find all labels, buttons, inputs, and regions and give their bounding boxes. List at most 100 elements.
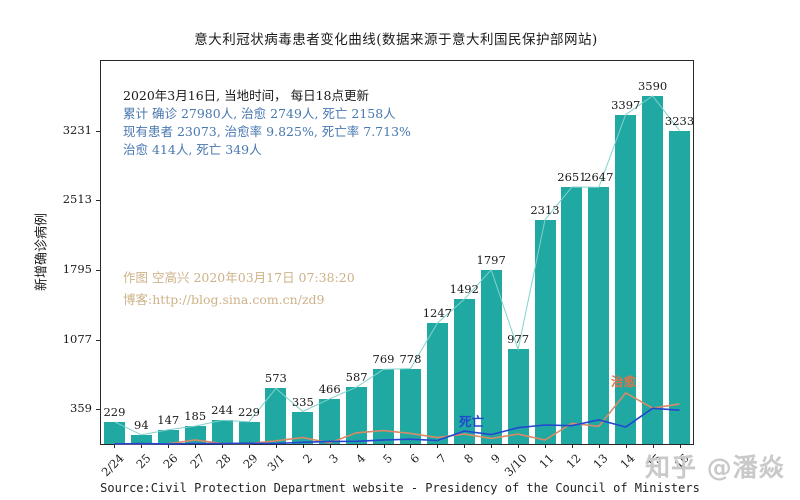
y-tick-mark xyxy=(96,200,101,202)
x-tick-label: 6 xyxy=(407,451,423,467)
bar xyxy=(561,186,583,444)
x-tick-label: 28 xyxy=(213,451,234,472)
bar xyxy=(319,398,341,444)
bar-value-label: 185 xyxy=(184,409,207,424)
author-annotation: 作图 空高兴 2020年03月17日 07:38:20 博客:http://bl… xyxy=(123,267,355,311)
bar xyxy=(292,411,314,444)
x-tick-label: 2/24 xyxy=(98,451,127,480)
bar-value-label: 1247 xyxy=(422,306,452,321)
x-tick-label: 3/1 xyxy=(264,451,288,474)
bar-value-label: 2647 xyxy=(584,170,614,185)
bar xyxy=(157,429,179,444)
y-tick-label: 2513 xyxy=(62,192,92,207)
update-time-line: 2020年3月16日, 当地时间， 每日18点更新 xyxy=(123,88,369,103)
bar xyxy=(130,434,152,444)
x-tick-label: 27 xyxy=(186,451,208,472)
x-tick-mark xyxy=(571,444,573,448)
x-tick-mark xyxy=(383,444,385,448)
bar xyxy=(480,269,502,444)
bar-value-label: 94 xyxy=(134,417,149,432)
x-tick-mark xyxy=(329,444,331,448)
bar-value-label: 466 xyxy=(318,381,341,396)
x-tick-label: 11 xyxy=(536,451,557,472)
blog-line: 博客:http://blog.sina.com.cn/zd9 xyxy=(123,292,325,307)
bar xyxy=(399,368,421,444)
y-axis-label: 新增确诊病例 xyxy=(34,212,50,292)
series-line-治愈 xyxy=(114,391,680,445)
bar xyxy=(373,369,395,444)
bar-value-label: 573 xyxy=(264,371,287,386)
daily-stats-line: 治愈 414人, 死亡 349人 xyxy=(123,142,262,157)
recovered-series-label: 治愈 xyxy=(611,374,637,389)
bar-value-label: 3590 xyxy=(637,78,668,93)
x-tick-mark xyxy=(625,444,627,448)
bar-value-label: 769 xyxy=(372,352,395,367)
chart-title: 意大利冠状病毒患者变化曲线(数据来源于意大利国民保护部网站) xyxy=(194,32,598,48)
x-tick-mark xyxy=(652,444,654,448)
bar xyxy=(184,426,206,444)
source-caption: Source:Civil Protection Department websi… xyxy=(100,481,700,495)
bar xyxy=(211,420,233,444)
y-tick-label: 1077 xyxy=(62,331,92,346)
bar-value-label: 1797 xyxy=(476,252,506,267)
x-tick-label: 26 xyxy=(159,451,181,472)
stats-annotation: 2020年3月16日, 当地时间， 每日18点更新 累计 确诊 27980人, … xyxy=(123,87,411,159)
bar-value-label: 2313 xyxy=(530,202,560,217)
x-tick-mark xyxy=(275,444,277,448)
x-tick-mark xyxy=(168,444,170,448)
x-tick-mark xyxy=(679,444,681,448)
x-tick-mark xyxy=(195,444,197,448)
x-tick-label: 14 xyxy=(617,451,638,472)
y-tick-mark xyxy=(96,269,101,271)
y-tick-label: 359 xyxy=(70,401,92,416)
x-tick-mark xyxy=(545,444,546,448)
x-tick-label: 12 xyxy=(563,451,584,472)
bar xyxy=(426,323,448,444)
x-tick-label: 3/10 xyxy=(501,451,530,480)
x-tick-mark xyxy=(302,444,304,448)
x-tick-label: 9 xyxy=(488,451,504,467)
x-tick-mark xyxy=(249,444,250,448)
x-tick-mark xyxy=(114,444,116,448)
bar xyxy=(534,219,556,444)
bar-value-label: 3397 xyxy=(611,97,641,112)
x-tick-mark xyxy=(410,444,412,448)
bar-value-label: 977 xyxy=(507,332,530,347)
x-tick-label: 5 xyxy=(380,451,396,467)
x-tick-mark xyxy=(222,444,224,448)
bar xyxy=(453,299,475,444)
bar-value-label: 2651 xyxy=(557,169,587,184)
cumulative-stats-line: 累计 确诊 27980人, 治愈 2749人, 死亡 2158人 xyxy=(123,106,396,121)
x-tick-mark xyxy=(437,444,439,448)
bar-value-label: 3233 xyxy=(664,113,695,128)
current-stats-line: 现有患者 23073, 治愈率 9.825%, 死亡率 7.713% xyxy=(123,124,411,139)
bar xyxy=(238,421,260,444)
x-tick-label: 4 xyxy=(353,451,369,467)
plot-area: 2020年3月16日, 当地时间， 每日18点更新 累计 确诊 27980人, … xyxy=(63,60,694,479)
x-tick-label: 8 xyxy=(461,451,477,467)
deaths-series-label: 死亡 xyxy=(459,414,485,429)
series-line-死亡 xyxy=(114,407,680,445)
bar-value-label: 244 xyxy=(211,403,234,418)
bar-value-label: 229 xyxy=(103,404,126,419)
x-tick-mark xyxy=(491,444,493,448)
bar xyxy=(669,130,691,444)
x-tick-label: 3 xyxy=(326,451,342,467)
line-series-overlay xyxy=(114,95,680,445)
y-tick-mark xyxy=(96,130,101,132)
y-tick-label: 3231 xyxy=(62,122,92,137)
bar xyxy=(103,421,125,444)
author-line: 作图 空高兴 2020年03月17日 07:38:20 xyxy=(123,270,355,285)
x-tick-mark xyxy=(356,444,358,448)
bar xyxy=(588,187,610,444)
y-tick-mark xyxy=(96,339,101,341)
bar xyxy=(346,387,368,444)
watermark: 知乎 @潘焱 xyxy=(645,453,785,482)
x-tick-label: 29 xyxy=(240,451,261,472)
bar-value-label: 778 xyxy=(399,351,422,366)
x-tick-mark xyxy=(141,444,143,448)
x-tick-label: 7 xyxy=(434,451,450,467)
x-tick-mark xyxy=(598,444,600,448)
y-tick-mark xyxy=(96,409,101,411)
bar xyxy=(615,114,637,444)
